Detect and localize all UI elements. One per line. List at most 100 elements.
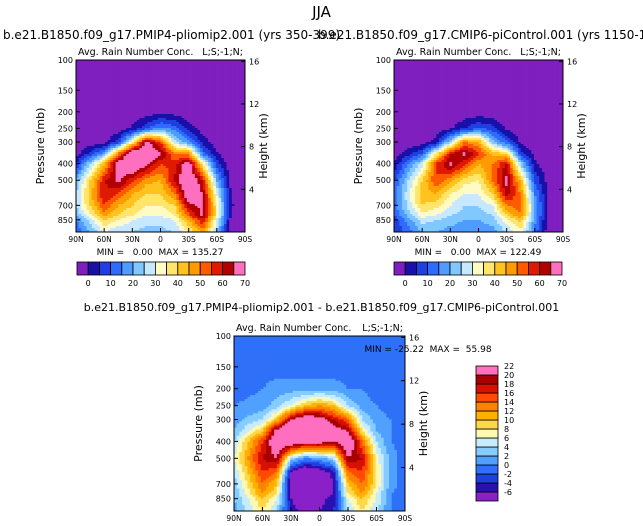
heatmap-cell	[128, 62, 132, 65]
heatmap-cell	[176, 154, 180, 157]
heatmap-cell	[213, 160, 217, 163]
heatmap-cell	[115, 72, 119, 75]
heatmap-cell	[234, 170, 238, 173]
heatmap-cell	[223, 114, 227, 117]
heatmap-cell	[163, 66, 167, 69]
heatmap-cell	[157, 90, 161, 93]
heatmap-cell	[205, 104, 209, 107]
heatmap-cell	[107, 170, 111, 173]
heatmap-cell	[149, 182, 153, 185]
heatmap-cell	[223, 74, 227, 77]
heatmap-cell	[184, 154, 188, 157]
heatmap-cell	[157, 170, 161, 173]
heatmap-cell	[128, 214, 132, 217]
heatmap-cell	[112, 126, 117, 129]
heatmap-cell	[178, 166, 183, 169]
heatmap-cell	[218, 82, 222, 85]
heatmap-cell	[131, 174, 135, 177]
heatmap-cell	[234, 158, 238, 161]
heatmap-cell	[176, 124, 180, 127]
heatmap-cell	[205, 194, 209, 197]
heatmap-cell	[176, 138, 180, 141]
heatmap-cell	[81, 118, 85, 121]
heatmap-cell	[144, 158, 148, 161]
heatmap-cell	[142, 166, 146, 169]
heatmap-cell	[134, 158, 138, 161]
heatmap-cell	[105, 214, 109, 217]
heatmap-cell	[134, 64, 138, 67]
heatmap-cell	[173, 126, 177, 129]
heatmap-cell	[202, 164, 206, 167]
heatmap-cell	[94, 192, 98, 195]
heatmap-cell	[186, 108, 190, 111]
heatmap-cell	[200, 120, 204, 123]
heatmap-cell	[120, 212, 124, 215]
heatmap-cell	[99, 170, 103, 173]
heatmap-cell	[163, 120, 167, 123]
heatmap-cell	[160, 194, 164, 197]
heatmap-cell	[226, 156, 230, 159]
heatmap-cell	[147, 210, 151, 213]
heatmap-cell	[131, 60, 135, 63]
heatmap-cell	[176, 206, 180, 209]
heatmap-cell	[126, 172, 130, 175]
heatmap-cell	[226, 152, 230, 155]
heatmap-cell	[97, 84, 101, 87]
heatmap-cell	[184, 60, 188, 63]
heatmap-cell	[94, 82, 98, 85]
heatmap-cell	[226, 70, 230, 73]
heatmap-cell	[115, 208, 119, 211]
heatmap-cell	[134, 126, 138, 129]
heatmap-cell	[144, 186, 148, 189]
heatmap-cell	[160, 152, 164, 155]
heatmap-cell	[184, 80, 188, 83]
heatmap-cell	[110, 82, 114, 85]
heatmap-cell	[118, 144, 122, 147]
heatmap-cell	[83, 194, 87, 197]
heatmap-cell	[155, 68, 159, 71]
heatmap-cell	[81, 126, 85, 129]
heatmap-cell	[189, 82, 193, 85]
heatmap-cell	[120, 130, 124, 133]
heatmap-cell	[171, 86, 175, 89]
heatmap-cell	[192, 202, 196, 205]
heatmap-cell	[205, 100, 209, 103]
heatmap-cell	[178, 144, 183, 147]
heatmap-cell	[78, 64, 82, 67]
heatmap-cell	[78, 168, 82, 171]
heatmap-cell	[200, 80, 204, 83]
heatmap-cell	[242, 128, 246, 131]
heatmap-cell	[110, 96, 114, 99]
heatmap-cell	[218, 122, 222, 125]
heatmap-cell	[83, 94, 87, 97]
heatmap-cell	[202, 174, 206, 177]
heatmap-cell	[234, 110, 238, 113]
heatmap-cell	[168, 160, 172, 163]
heatmap-cell	[223, 156, 227, 159]
heatmap-cell	[147, 164, 151, 167]
heatmap-cell	[205, 186, 209, 189]
heatmap-cell	[142, 192, 146, 195]
heatmap-cell	[171, 152, 175, 155]
heatmap-cell	[155, 162, 159, 165]
heatmap-cell	[237, 210, 241, 213]
heatmap-cell	[155, 124, 159, 127]
heatmap-cell	[189, 156, 193, 159]
heatmap-cell	[226, 142, 230, 145]
heatmap-cell	[126, 154, 130, 157]
heatmap-cell	[178, 116, 183, 119]
heatmap-cell	[102, 84, 106, 87]
heatmap-cell	[237, 202, 241, 205]
heatmap-cell	[197, 208, 201, 211]
heatmap-cell	[163, 76, 167, 79]
heatmap-cell	[112, 76, 117, 79]
heatmap-cell	[123, 176, 127, 179]
heatmap-cell	[102, 66, 106, 69]
heatmap-cell	[221, 174, 225, 177]
heatmap-cell	[213, 66, 217, 69]
heatmap-cell	[147, 180, 151, 183]
heatmap-cell	[239, 68, 243, 71]
heatmap-cell	[78, 208, 82, 211]
heatmap-cell	[165, 142, 169, 145]
heatmap-cell	[197, 190, 201, 193]
